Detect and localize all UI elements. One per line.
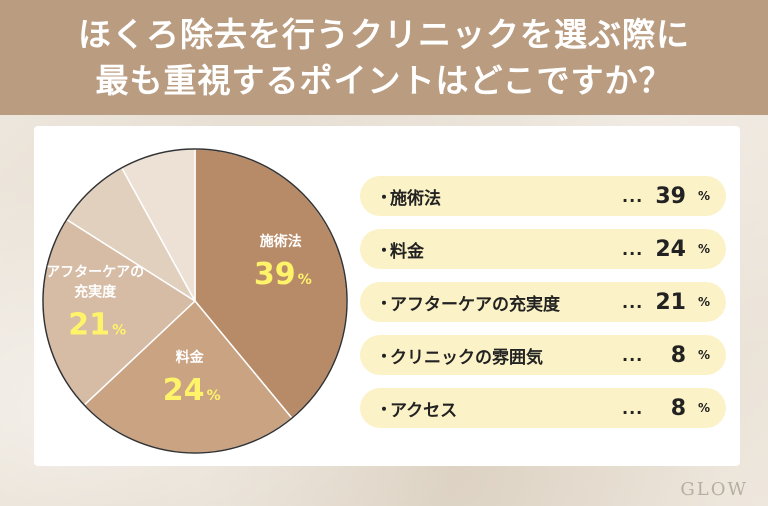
- legend-bullet: ・: [376, 347, 393, 366]
- legend-bullet: ・: [376, 241, 393, 260]
- legend-value: 24: [655, 236, 686, 262]
- slice-label-unit: %: [207, 388, 221, 404]
- legend-bullet: ・: [376, 188, 393, 207]
- legend-dots: ...: [622, 239, 644, 259]
- slice-label-name: 施術法: [260, 233, 302, 250]
- legend-label: クリニックの雰囲気: [390, 347, 543, 368]
- title-banner: ほくろ除去を行うクリニックを選ぶ際に 最も重視するポイントはどこですか？: [0, 0, 768, 115]
- slice-label-value: 24: [163, 373, 205, 408]
- legend-row: ・ アクセス ... 8 %: [360, 388, 726, 428]
- slice-label-unit: %: [298, 272, 312, 288]
- legend-dots: ...: [622, 292, 644, 312]
- legend-value: 39: [655, 183, 686, 209]
- legend-bullet: ・: [376, 400, 393, 419]
- legend-unit: %: [697, 401, 710, 415]
- slice-label-unit: %: [112, 322, 126, 338]
- slice-label-name: 充実度: [74, 283, 117, 300]
- legend-label: 施術法: [390, 188, 441, 209]
- legend-label: 料金: [390, 241, 424, 262]
- legend-row: ・ 施術法 ... 39 %: [360, 176, 726, 216]
- pie-chart: 施術法 39% 料金 24% アフターケアの 充実度 21%: [40, 146, 350, 456]
- legend-row: ・ アフターケアの充実度 ... 21 %: [360, 282, 726, 322]
- legend-value: 21: [655, 289, 686, 315]
- pie-svg: 施術法 39 % 料金 24 % アフターケアの充実度 21%: [42, 148, 348, 454]
- legend-value: 8: [670, 395, 686, 421]
- legend-label: アクセス: [390, 400, 458, 421]
- title-line-2: 最も重視するポイントはどこですか？: [95, 60, 673, 100]
- legend-dots: ...: [622, 186, 644, 206]
- legend-unit: %: [697, 295, 710, 309]
- legend-unit: %: [697, 189, 710, 203]
- slice-label-name: アフターケアの: [46, 264, 144, 280]
- slice-label-name: 料金: [176, 349, 205, 366]
- slice-label-value: 39: [254, 257, 296, 292]
- legend-unit: %: [697, 242, 710, 256]
- legend-row: ・ 料金 ... 24 %: [360, 229, 726, 269]
- legend-row: ・ クリニックの雰囲気 ... 8 %: [360, 335, 726, 375]
- legend: ・ 施術法 ... 39 % ・ 料金 ... 24 % ・ アフターケアの充実…: [360, 176, 726, 441]
- legend-value: 8: [670, 342, 686, 368]
- legend-dots: ...: [622, 345, 644, 365]
- brand-logo: GLOW: [680, 479, 748, 500]
- pie-outline: [42, 148, 348, 454]
- legend-dots: ...: [622, 398, 644, 418]
- legend-bullet: ・: [376, 294, 393, 313]
- legend-label: アフターケアの充実度: [390, 294, 560, 315]
- title-line-1: ほくろ除去を行うクリニックを選ぶ際に: [78, 14, 690, 54]
- slice-label-value: 21: [68, 307, 110, 342]
- legend-unit: %: [697, 348, 710, 362]
